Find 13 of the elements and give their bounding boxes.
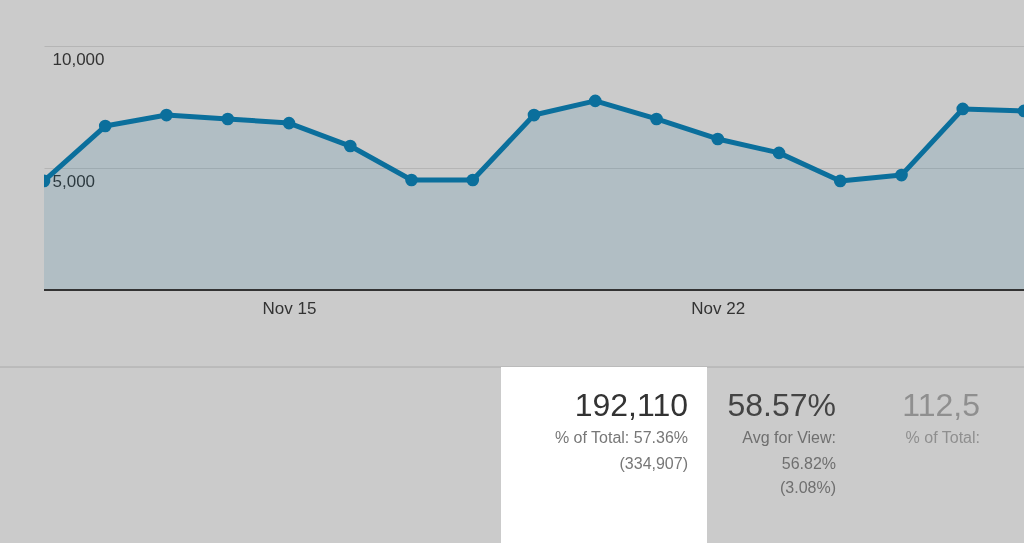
x-tick-label: Nov 15: [262, 298, 317, 318]
text: % of Total:: [905, 429, 980, 446]
text: 192,110: [574, 387, 688, 423]
text: 58.57%: [727, 387, 836, 423]
text: 56.82%: [781, 455, 836, 472]
text: (334,907): [619, 455, 688, 472]
text: (3.08%): [779, 479, 836, 496]
y-tick-label: 10,000: [52, 49, 105, 69]
y-tick-label: 5,000: [52, 171, 96, 191]
x-tick-label: Nov 22: [691, 298, 746, 318]
text: % of Total: 57.36%: [554, 429, 688, 446]
text: 112,5: [902, 387, 980, 423]
text: Avg for View:: [742, 429, 836, 446]
